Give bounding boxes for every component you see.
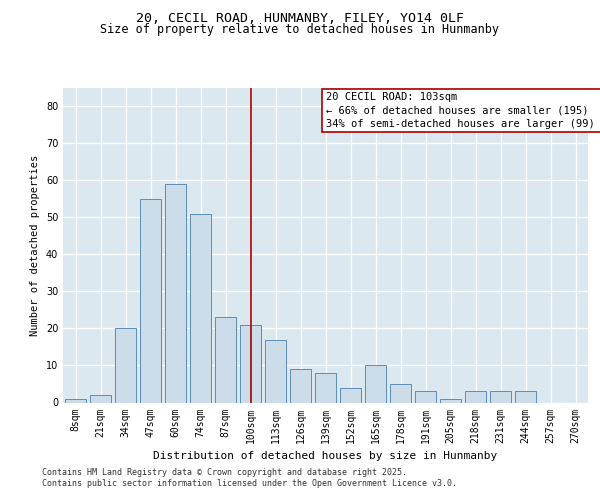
Bar (265, 340, 286, 402)
Text: 20, CECIL ROAD, HUNMANBY, FILEY, YO14 0LF: 20, CECIL ROAD, HUNMANBY, FILEY, YO14 0L… (136, 12, 464, 26)
Bar (215, 318, 236, 402)
Bar (240, 324, 261, 402)
Bar (340, 388, 361, 402)
Bar (415, 392, 436, 402)
X-axis label: Distribution of detached houses by size in Hunmanby: Distribution of detached houses by size … (154, 451, 497, 461)
Text: Size of property relative to detached houses in Hunmanby: Size of property relative to detached ho… (101, 22, 499, 36)
Bar (315, 373, 336, 402)
Bar (165, 184, 186, 402)
Bar (190, 214, 211, 402)
Bar (290, 369, 311, 402)
Bar (490, 392, 511, 402)
Bar (90, 395, 111, 402)
Text: Contains HM Land Registry data © Crown copyright and database right 2025.
Contai: Contains HM Land Registry data © Crown c… (42, 468, 457, 487)
Bar (440, 399, 461, 402)
Bar (465, 392, 486, 402)
Y-axis label: Number of detached properties: Number of detached properties (30, 154, 40, 336)
Bar (115, 328, 136, 402)
Bar (365, 366, 386, 403)
Text: 20 CECIL ROAD: 103sqm
← 66% of detached houses are smaller (195)
34% of semi-det: 20 CECIL ROAD: 103sqm ← 66% of detached … (325, 92, 600, 128)
Bar (140, 198, 161, 402)
Bar (65, 399, 86, 402)
Bar (390, 384, 411, 402)
Bar (515, 392, 536, 402)
